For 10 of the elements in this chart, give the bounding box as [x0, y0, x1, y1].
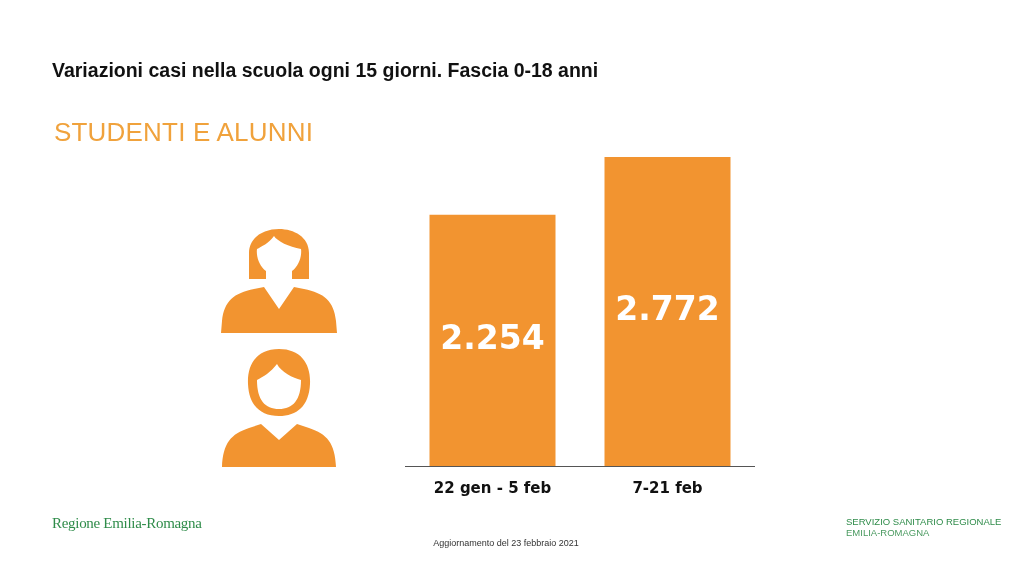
x-tick-label: 7-21 feb: [632, 478, 703, 497]
text: Aggiornamento del 23 febbraio 2021: [432, 538, 580, 548]
data-label: 2.254: [440, 317, 545, 357]
text: Regione Emilia-Romagna: [52, 515, 202, 532]
text: STUDENTI E ALUNNI: [54, 117, 314, 148]
data-label: 2.772: [615, 289, 720, 329]
x-tick-label: 22 gen - 5 feb: [433, 478, 552, 497]
chart-title: Variazioni casi nella scuola ogni 15 giorni. Fascia 0-18 anni: [52, 59, 599, 82]
text: EMILIA-ROMAGNA: [846, 527, 930, 538]
text: SERVIZIO SANITARIO REGIONALE: [846, 516, 1002, 527]
